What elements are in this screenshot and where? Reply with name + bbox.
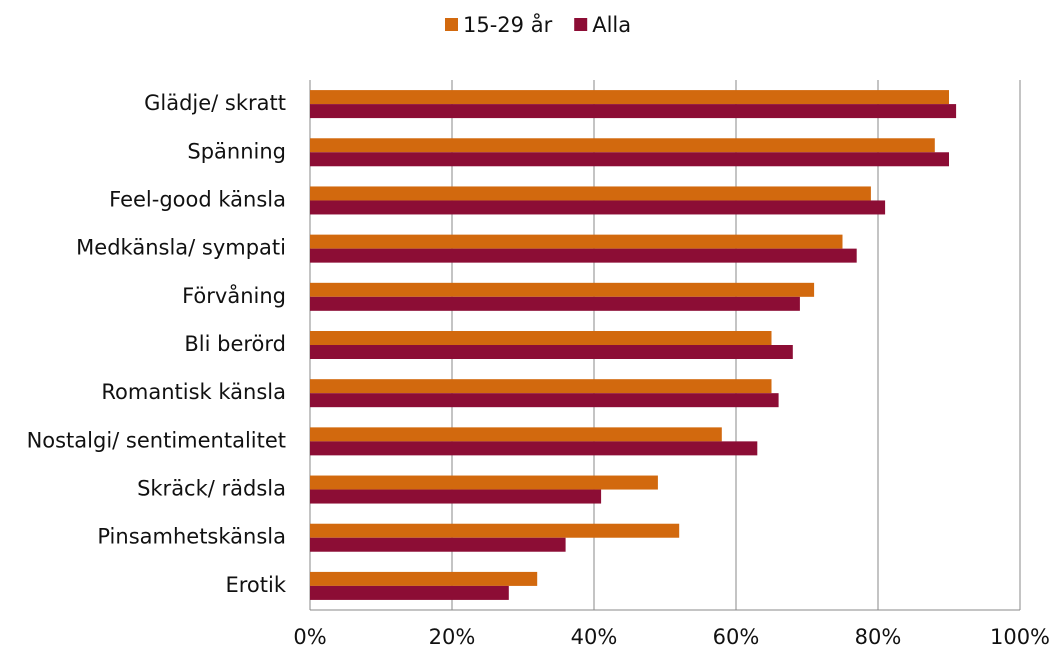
bar [310,200,886,215]
bar [310,282,815,297]
legend-swatch [574,18,588,31]
y-tick-label: Förvåning [182,283,286,308]
y-tick-label: Erotik [225,573,286,597]
legend-label: 15-29 år [463,12,553,37]
bar [310,441,758,456]
bar [310,331,772,345]
bar [310,186,871,201]
bar [310,427,722,442]
bar [310,90,949,105]
bar [310,489,602,504]
y-tick-label: Romantisk känsla [101,380,286,404]
bar [310,571,538,586]
y-tick-label: Skräck/ rädsla [137,477,286,501]
bar [310,234,843,249]
bar [310,475,658,490]
y-tick-label: Feel-good känsla [109,187,286,211]
y-tick-label: Glädje/ skratt [144,91,286,115]
legend-label: Alla [592,13,631,37]
x-tick-label: 100% [990,625,1050,649]
y-tick-label: Spänning [187,139,286,163]
x-tick-label: 80% [855,625,902,649]
bar [310,585,509,600]
y-tick-label: Pinsamhetskänsla [97,525,286,549]
x-tick-label: 20% [429,625,476,649]
bar [310,345,793,359]
bar [310,296,800,311]
bar [310,537,566,552]
y-tick-label: Bli berörd [184,332,286,356]
bar [310,152,949,167]
y-tick-label: Medkänsla/ sympati [76,236,286,260]
bar [310,393,779,408]
x-tick-label: 0% [293,625,326,649]
bar [310,248,857,263]
bar [310,379,772,394]
legend-swatch [445,18,458,31]
bar [310,523,680,538]
y-tick-label: Nostalgi/ sentimentalitet [27,428,286,452]
bar [310,104,957,119]
x-tick-label: 40% [571,625,618,649]
x-tick-label: 60% [713,625,760,649]
bar [310,138,935,153]
